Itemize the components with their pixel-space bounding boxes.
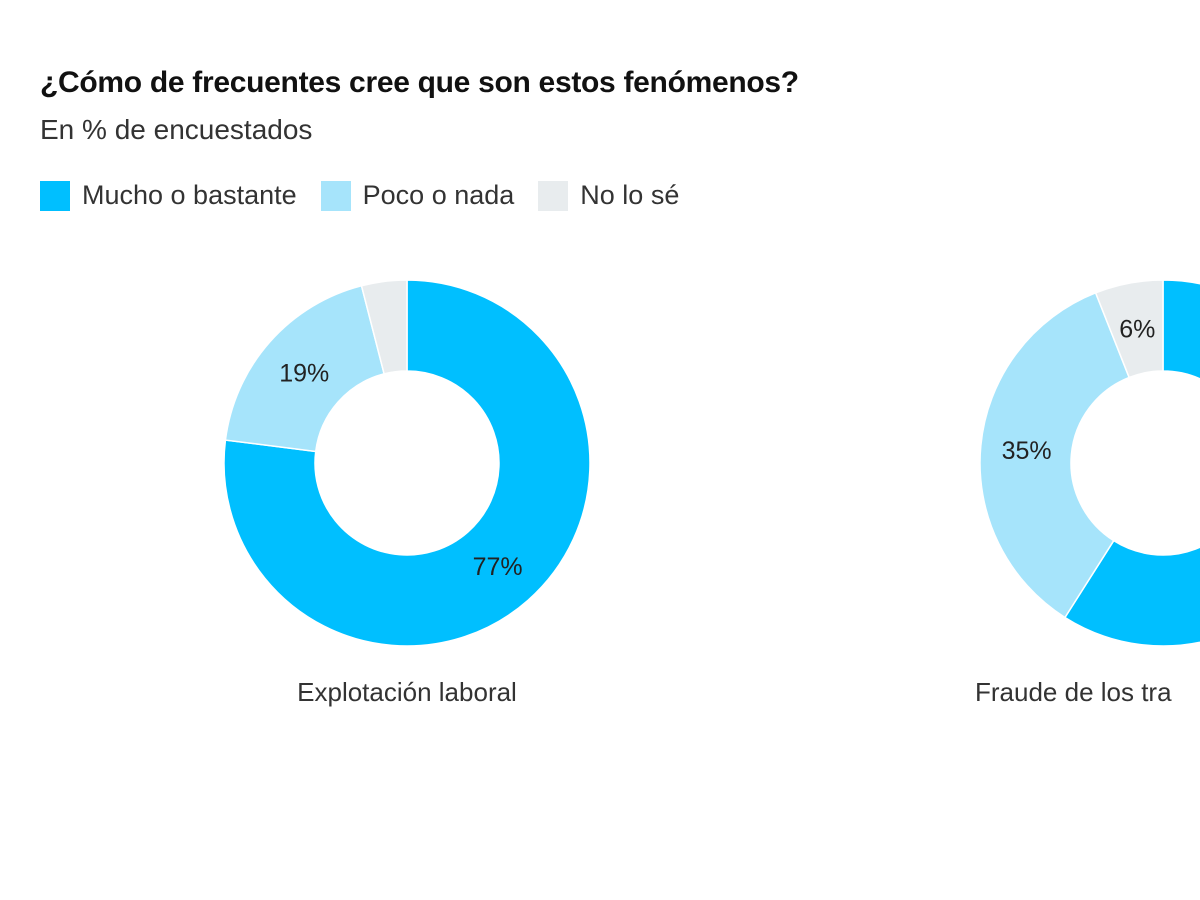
legend-swatch <box>40 180 70 211</box>
chart-subtitle: En % de encuestados <box>40 114 313 145</box>
legend-item-poco: Poco o nada <box>320 180 515 211</box>
legend-swatch <box>538 180 569 211</box>
chart-title: ¿Cómo de frecuentes cree que son estos f… <box>40 66 799 99</box>
legend: Mucho o bastante Poco o nada No lo sé <box>40 180 703 211</box>
slice-value-label: 19% <box>279 359 329 387</box>
donut-slice-nolose <box>1094 279 1164 379</box>
donut-slice-poco <box>224 284 386 453</box>
donut-1: 35% 6% Fraude de los tra <box>975 279 1200 707</box>
slice-value-label: 77% <box>473 553 523 581</box>
donut-slice-poco <box>979 291 1131 619</box>
legend-item-nolose: No lo sé <box>538 180 679 211</box>
donut-slice-mucho <box>1063 279 1200 647</box>
legend-label: No lo sé <box>580 180 680 210</box>
donut-slice-mucho <box>223 279 591 647</box>
legend-item-mucho: Mucho o bastante <box>40 180 297 211</box>
legend-swatch <box>320 180 351 211</box>
slice-value-label: 35% <box>1002 437 1052 465</box>
legend-label: Mucho o bastante <box>82 180 297 210</box>
donut-slice-nolose <box>360 279 408 375</box>
slice-value-label: 6% <box>1119 315 1155 343</box>
donut-0: 77% 19% Explotación laboral <box>223 279 591 707</box>
legend-label: Poco o nada <box>362 180 515 210</box>
donut-category-label: Explotación laboral <box>297 677 517 707</box>
donut-category-label: Fraude de los tra <box>975 677 1172 707</box>
